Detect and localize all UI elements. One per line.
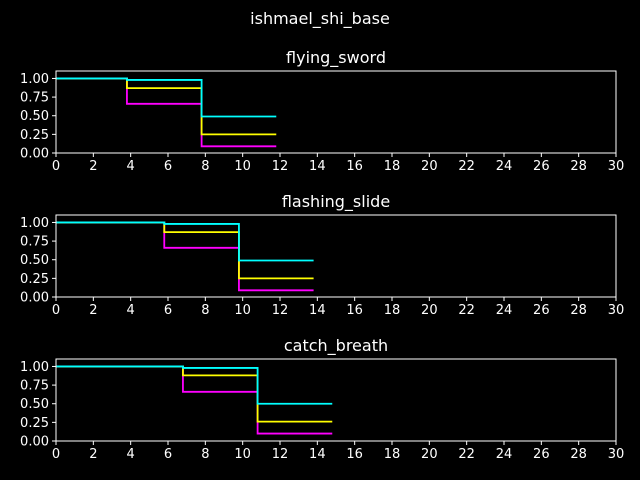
x-tick-label: 8	[201, 303, 209, 318]
x-tick-label: 12	[272, 159, 289, 174]
x-tick-label: 14	[309, 159, 326, 174]
x-tick-label: 20	[421, 303, 438, 318]
y-tick-label: 1.00	[20, 216, 49, 231]
y-tick-label: 0.50	[20, 397, 49, 412]
series-line-2	[56, 77, 277, 118]
x-tick-label: 12	[272, 447, 289, 462]
x-tick-label: 26	[533, 447, 550, 462]
x-tick-label: 16	[346, 303, 363, 318]
x-tick-label: 10	[234, 303, 251, 318]
x-tick-label: 4	[127, 447, 135, 462]
y-tick-label: 0.50	[20, 253, 49, 268]
x-tick-label: 8	[201, 159, 209, 174]
x-tick-label: 20	[421, 159, 438, 174]
x-tick-label: 14	[309, 447, 326, 462]
x-tick-label: 6	[164, 447, 172, 462]
x-tick-label: 24	[496, 159, 513, 174]
series-group	[56, 365, 333, 435]
x-tick-label: 30	[608, 159, 625, 174]
series-line-2	[56, 365, 333, 405]
x-tick-label: 14	[309, 303, 326, 318]
x-tick-label: 8	[201, 447, 209, 462]
x-tick-label: 0	[52, 303, 60, 318]
y-tick-label: 1.00	[20, 360, 49, 375]
y-tick-label: 1.00	[20, 72, 49, 87]
x-tick-label: 30	[608, 447, 625, 462]
x-tick-label: 22	[458, 159, 475, 174]
subplot-title: flying_sword	[286, 48, 386, 68]
x-tick-label: 2	[89, 303, 97, 318]
y-tick-label: 0.00	[20, 291, 49, 306]
axes-frame	[55, 214, 617, 298]
x-tick-label: 6	[164, 159, 172, 174]
y-tick-label: 0.00	[20, 147, 49, 162]
x-tick-label: 26	[533, 159, 550, 174]
x-tick-label: 2	[89, 159, 97, 174]
x-tick-label: 28	[570, 447, 587, 462]
axes-frame	[55, 70, 617, 154]
y-tick-label: 0.00	[20, 435, 49, 450]
x-tick-label: 18	[384, 303, 401, 318]
x-tick-label: 24	[496, 447, 513, 462]
x-tick-label: 18	[384, 447, 401, 462]
x-tick-label: 22	[458, 447, 475, 462]
x-tick-label: 4	[127, 159, 135, 174]
x-tick-label: 0	[52, 159, 60, 174]
x-tick-label: 2	[89, 447, 97, 462]
x-tick-label: 0	[52, 447, 60, 462]
x-tick-label: 18	[384, 159, 401, 174]
series-group	[56, 221, 314, 292]
figure-title: ishmael_shi_base	[250, 9, 390, 29]
y-tick-label: 0.25	[20, 416, 49, 431]
x-tick-label: 28	[570, 303, 587, 318]
axes-frame	[55, 358, 617, 442]
x-tick-label: 12	[272, 303, 289, 318]
y-tick-label: 0.75	[20, 235, 49, 250]
x-tick-label: 6	[164, 303, 172, 318]
y-tick-label: 0.75	[20, 379, 49, 394]
x-tick-label: 20	[421, 447, 438, 462]
x-tick-label: 10	[234, 447, 251, 462]
x-tick-label: 10	[234, 159, 251, 174]
x-tick-label: 4	[127, 303, 135, 318]
y-tick-label: 0.75	[20, 91, 49, 106]
x-tick-label: 26	[533, 303, 550, 318]
y-tick-label: 0.25	[20, 128, 49, 143]
x-tick-label: 22	[458, 303, 475, 318]
x-tick-label: 16	[346, 159, 363, 174]
subplot-title: catch_breath	[284, 336, 388, 356]
series-group	[56, 77, 277, 148]
series-line-2	[56, 221, 314, 262]
y-tick-label: 0.25	[20, 272, 49, 287]
x-tick-label: 28	[570, 159, 587, 174]
y-tick-label: 0.50	[20, 109, 49, 124]
x-tick-label: 30	[608, 303, 625, 318]
x-tick-label: 16	[346, 447, 363, 462]
x-tick-label: 24	[496, 303, 513, 318]
subplot-title: flashing_slide	[282, 192, 390, 212]
